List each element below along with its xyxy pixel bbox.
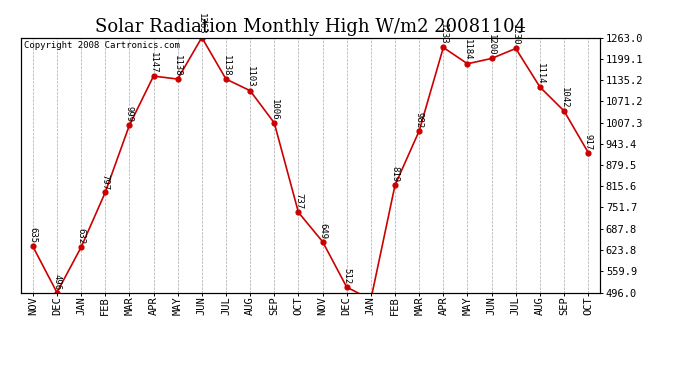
Point: [293, 209, 304, 215]
Text: 635: 635: [28, 227, 37, 243]
Text: 797: 797: [101, 174, 110, 190]
Point: [534, 84, 545, 90]
Point: [148, 73, 159, 79]
Point: [99, 189, 110, 195]
Text: 1263: 1263: [197, 13, 206, 35]
Point: [582, 150, 593, 156]
Text: 512: 512: [342, 268, 351, 284]
Point: [486, 56, 497, 62]
Point: [437, 45, 448, 51]
Text: 1138: 1138: [173, 55, 182, 76]
Point: [172, 76, 183, 82]
Point: [51, 290, 62, 296]
Point: [389, 182, 400, 188]
Text: 1138: 1138: [221, 55, 230, 76]
Point: [341, 284, 352, 290]
Point: [124, 122, 135, 128]
Point: [365, 297, 376, 303]
Text: 982: 982: [415, 112, 424, 128]
Text: 1042: 1042: [560, 87, 569, 108]
Text: 1147: 1147: [149, 52, 158, 73]
Point: [196, 34, 207, 40]
Point: [244, 88, 255, 94]
Text: 632: 632: [77, 228, 86, 244]
Text: 1200: 1200: [487, 34, 496, 56]
Point: [413, 128, 424, 134]
Text: 819: 819: [391, 166, 400, 182]
Text: 737: 737: [294, 194, 303, 210]
Text: 999: 999: [125, 106, 134, 123]
Text: 1233: 1233: [439, 23, 448, 45]
Title: Solar Radiation Monthly High W/m2 20081104: Solar Radiation Monthly High W/m2 200811…: [95, 18, 526, 36]
Text: 649: 649: [318, 223, 327, 239]
Point: [75, 244, 86, 250]
Text: 1114: 1114: [535, 63, 544, 84]
Point: [462, 61, 473, 67]
Point: [268, 120, 279, 126]
Text: 475: 475: [0, 374, 1, 375]
Text: 917: 917: [584, 134, 593, 150]
Text: 1230: 1230: [511, 24, 520, 46]
Point: [558, 108, 569, 114]
Point: [28, 243, 39, 249]
Text: 1184: 1184: [463, 39, 472, 61]
Point: [220, 76, 231, 82]
Text: Copyright 2008 Cartronics.com: Copyright 2008 Cartronics.com: [23, 41, 179, 50]
Text: 1103: 1103: [246, 66, 255, 88]
Text: 496: 496: [52, 274, 61, 290]
Text: 1006: 1006: [270, 99, 279, 120]
Point: [510, 45, 521, 51]
Point: [317, 238, 328, 244]
